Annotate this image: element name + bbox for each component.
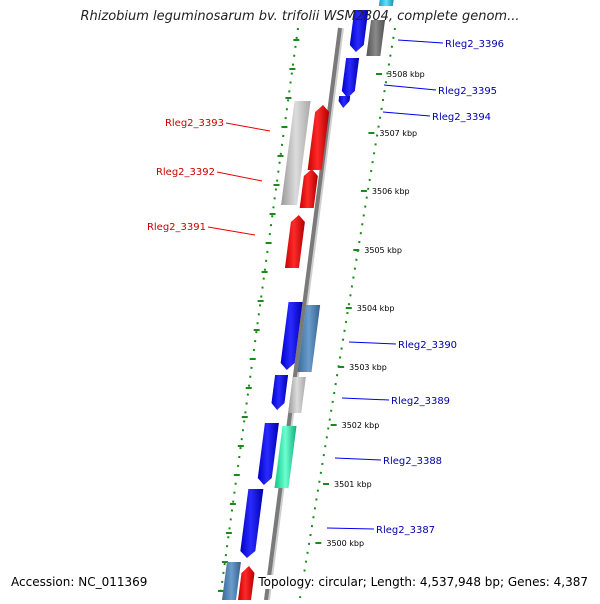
gene-arrow-bottom-red[interactable]	[238, 566, 255, 600]
scale-tick-label: 3502 kbp	[342, 421, 380, 430]
scale-tick-label: 3504 kbp	[357, 304, 395, 313]
gene-label-rleg2-3389[interactable]: Rleg2_3389	[391, 396, 450, 407]
gene-arrow-rleg2-3388-teal[interactable]	[274, 426, 297, 488]
scale-tick-label: 3501 kbp	[334, 480, 372, 489]
gene-arrow-rleg2-3390[interactable]	[280, 302, 303, 370]
gene-label-rleg2-3387[interactable]: Rleg2_3387	[376, 525, 435, 536]
gene-arrow-rleg2-3395[interactable]	[341, 58, 360, 98]
scale-tick-label: 3508 kbp	[387, 70, 425, 79]
gene-arrow-rleg2-3394[interactable]	[338, 96, 351, 108]
label-leader-line	[207, 226, 256, 236]
gene-arrow-rleg2-3396[interactable]	[349, 10, 369, 52]
label-leader-line	[397, 39, 444, 44]
label-leader-line	[216, 171, 263, 182]
gene-arrow-rleg2-3396-adjacent[interactable]	[366, 20, 386, 56]
gene-arrow-bottom-steel[interactable]	[222, 562, 241, 600]
gene-label-rleg2-3392[interactable]: Rleg2_3392	[156, 167, 215, 178]
label-leader-line	[326, 527, 375, 530]
gene-arrow-rleg2-3391[interactable]	[284, 215, 305, 268]
gene-arrow-rleg2-3389[interactable]	[271, 375, 289, 410]
gene-label-rleg2-3396[interactable]: Rleg2_3396	[445, 39, 504, 50]
label-leader-line	[383, 84, 437, 91]
label-leader-line	[382, 111, 431, 117]
gene-label-rleg2-3393[interactable]: Rleg2_3393	[165, 118, 224, 129]
scale-tick-label: 3500 kbp	[326, 539, 364, 548]
gene-arrow-rleg2-3390-steel[interactable]	[297, 305, 321, 372]
gene-arrow-rleg2-3389-gray[interactable]	[288, 377, 306, 413]
gene-arrow-rleg2-3392[interactable]	[299, 169, 318, 208]
scale-tick-label: 3505 kbp	[364, 246, 402, 255]
gene-label-rleg2-3388[interactable]: Rleg2_3388	[383, 456, 442, 467]
gene-label-rleg2-3394[interactable]: Rleg2_3394	[432, 112, 491, 123]
gene-label-rleg2-3391[interactable]: Rleg2_3391	[147, 222, 206, 233]
label-leader-line	[341, 397, 390, 401]
outer-right-boundary	[299, 27, 396, 599]
accession-label: Accession: NC_011369	[9, 575, 150, 589]
scale-tick-label: 3506 kbp	[372, 187, 410, 196]
gene-arrow-rleg2-3388[interactable]	[257, 423, 279, 485]
gene-arrow-rleg2-3393[interactable]	[307, 105, 330, 170]
gene-arrow-rleg2-3387[interactable]	[240, 489, 264, 558]
gene-arrow-rleg2-3393-gray[interactable]	[281, 101, 311, 205]
label-leader-line	[225, 122, 271, 132]
label-leader-line	[348, 341, 397, 345]
gene-arrow-cyan-top[interactable]	[378, 0, 394, 6]
scale-tick-label: 3503 kbp	[349, 363, 387, 372]
gene-label-rleg2-3395[interactable]: Rleg2_3395	[438, 86, 497, 97]
genome-title: Rhizobium leguminosarum bv. trifolii WSM…	[80, 9, 520, 24]
label-leader-line	[334, 457, 382, 461]
topology-summary: Topology: circular; Length: 4,537,948 bp…	[256, 575, 590, 589]
scale-tick-label: 3507 kbp	[379, 129, 417, 138]
gene-label-rleg2-3390[interactable]: Rleg2_3390	[398, 340, 457, 351]
